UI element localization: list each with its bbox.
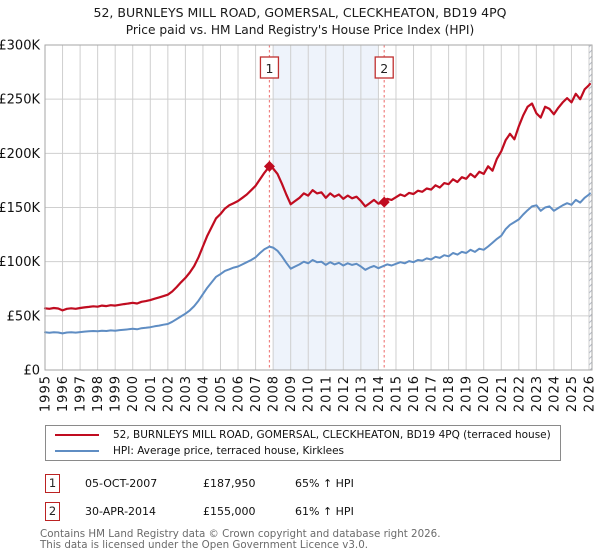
x-tick-label: 2008 xyxy=(267,375,282,412)
y-tick-label: £200K xyxy=(0,147,40,162)
x-tick-label: 2003 xyxy=(179,375,194,412)
x-tick-label: 2011 xyxy=(319,375,334,412)
sale-2-label: 2 xyxy=(380,61,388,76)
property-line-swatch xyxy=(55,434,99,436)
x-tick-label: 2024 xyxy=(547,375,562,412)
footer-copyright: Contains HM Land Registry data © Crown c… xyxy=(40,528,441,540)
x-tick-label: 1995 xyxy=(39,375,54,412)
y-tick-label: £100K xyxy=(0,255,40,270)
sale-1-price: £187,950 xyxy=(203,477,256,490)
x-tick-label: 2012 xyxy=(337,375,352,412)
y-tick-label: £300K xyxy=(0,39,40,54)
x-tick-label: 2010 xyxy=(302,375,317,412)
x-tick-label: 2001 xyxy=(144,375,159,412)
legend-label-property: 52, BURNLEYS MILL ROAD, GOMERSAL, CLECKH… xyxy=(113,429,551,441)
x-tick-label: 2017 xyxy=(425,375,440,412)
x-tick-label: 2022 xyxy=(512,375,527,412)
plot-frame xyxy=(44,44,593,371)
x-tick-label: 2025 xyxy=(565,375,580,412)
footer-licence: This data is licensed under the Open Gov… xyxy=(40,539,369,551)
x-tick-label: 2013 xyxy=(354,375,369,412)
y-tick-label: £250K xyxy=(0,93,40,108)
sale-2-vs-hpi: 61% ↑ HPI xyxy=(295,505,354,518)
chart-legend: 52, BURNLEYS MILL ROAD, GOMERSAL, CLECKH… xyxy=(45,425,561,461)
sale-2-marker xyxy=(378,196,390,208)
x-tick-label: 2007 xyxy=(249,375,264,412)
x-tick-label: 2002 xyxy=(161,375,176,412)
x-tick-label: 2009 xyxy=(284,375,299,412)
x-tick-label: 2020 xyxy=(477,375,492,412)
sale-2-date: 30-APR-2014 xyxy=(85,505,157,518)
series-line-property xyxy=(43,82,592,312)
page-subtitle: Price paid vs. HM Land Registry's House … xyxy=(125,23,475,37)
x-tick-label: 2019 xyxy=(460,375,475,412)
sale-2-price: £155,000 xyxy=(203,505,256,518)
legend-label-hpi: HPI: Average price, terraced house, Kirk… xyxy=(113,445,345,457)
sale-row-2: 2 30-APR-2014 £155,000 61% ↑ HPI xyxy=(0,502,600,522)
sale-row-1: 1 05-OCT-2007 £187,950 65% ↑ HPI xyxy=(0,474,600,494)
legend-item-hpi: HPI: Average price, terraced house, Kirk… xyxy=(46,445,560,458)
y-tick-label: £50K xyxy=(7,309,41,324)
x-tick-label: 2026 xyxy=(583,375,598,412)
series-line-hpi xyxy=(44,192,591,335)
future-hatch-strip xyxy=(589,45,592,370)
sale-1-label: 1 xyxy=(265,61,273,76)
x-tick-label: 1997 xyxy=(74,375,89,412)
sale-1-vs-hpi: 65% ↑ HPI xyxy=(295,477,354,490)
y-tick-label: £0 xyxy=(23,364,40,379)
x-tick-label: 2005 xyxy=(214,375,229,412)
sale-2-number-badge: 2 xyxy=(45,502,60,521)
hpi-line-swatch xyxy=(55,450,99,452)
x-tick-label: 1996 xyxy=(56,375,71,412)
page-title: 52, BURNLEYS MILL ROAD, GOMERSAL, CLECKH… xyxy=(93,5,507,20)
x-tick-label: 2006 xyxy=(232,375,247,412)
sale-1-label-box xyxy=(259,56,280,79)
x-tick-label: 1999 xyxy=(109,375,124,412)
sale-2-label-box xyxy=(374,56,394,79)
legend-item-property: 52, BURNLEYS MILL ROAD, GOMERSAL, CLECKH… xyxy=(46,429,560,442)
x-tick-label: 2016 xyxy=(407,375,422,412)
y-tick-label: £150K xyxy=(0,201,40,216)
sale-1-date: 05-OCT-2007 xyxy=(85,477,158,490)
x-tick-label: 2015 xyxy=(389,375,404,412)
x-tick-label: 2018 xyxy=(442,375,457,412)
sale-1-marker xyxy=(263,160,275,172)
x-tick-label: 1998 xyxy=(91,375,106,412)
x-tick-label: 2004 xyxy=(196,375,211,412)
sale-1-number-badge: 1 xyxy=(45,474,60,493)
x-tick-label: 2023 xyxy=(530,375,545,412)
x-tick-label: 2000 xyxy=(126,375,141,412)
x-tick-label: 2021 xyxy=(495,375,510,412)
x-tick-label: 2014 xyxy=(372,375,387,412)
